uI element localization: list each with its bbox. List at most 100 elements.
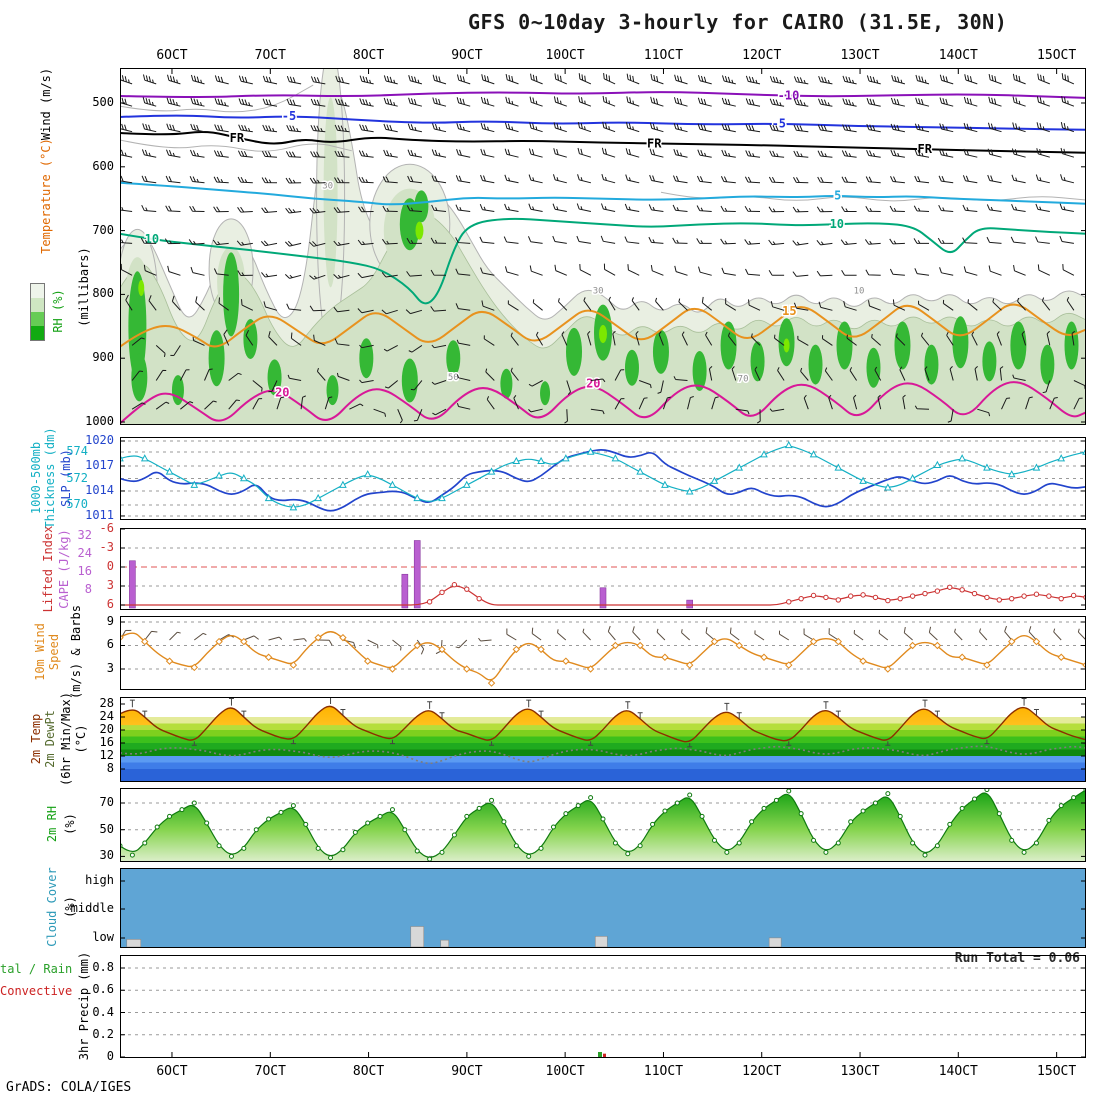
time-label: 13OCT xyxy=(840,48,880,63)
svg-text:10: 10 xyxy=(854,286,865,296)
panel-D xyxy=(120,616,1086,690)
time-label: 15OCT xyxy=(1037,1064,1077,1079)
chart-title: GFS 0~10day 3-hourly for CAIRO (31.5E, 3… xyxy=(468,10,1008,34)
time-label: 15OCT xyxy=(1037,48,1077,63)
svg-text:10: 10 xyxy=(145,232,159,246)
axis-tick-label: middle xyxy=(70,901,114,915)
axis-tick-label: 1014 xyxy=(85,482,114,497)
time-label: 8OCT xyxy=(352,1064,385,1079)
label-thickness-1: 1000-500mb xyxy=(29,441,43,515)
panel-B xyxy=(120,437,1086,520)
time-label: 11OCT xyxy=(643,1064,684,1079)
axis-tick-label: 1000 xyxy=(85,414,114,428)
panel-A: 30 30 10 50 70 -10 -5 -5 FR FR FR 5 10 10 15 20 20 xyxy=(120,68,1086,425)
time-label: 14OCT xyxy=(938,1064,978,1079)
panel-G xyxy=(120,868,1086,948)
axis-tick-label: 800 xyxy=(92,286,114,301)
label-2m-dewpt: 2m DewPt xyxy=(43,710,57,768)
axis-tick-label: 3 xyxy=(106,660,114,675)
axis-tick-label: 0.4 xyxy=(92,1004,114,1019)
rh-colorbar-step xyxy=(31,298,44,312)
label-speed: Speed xyxy=(47,633,61,671)
label-lifted-index: Lifted Index xyxy=(41,525,55,613)
label-degc: (°C) xyxy=(74,724,88,754)
label-millibars: (millibars) xyxy=(77,247,91,327)
axis-tick-label: 9 xyxy=(106,614,114,628)
axis-tick-label: 0.8 xyxy=(92,960,114,974)
axis-tick-label: 0.2 xyxy=(92,1026,114,1041)
svg-text:FR: FR xyxy=(230,131,245,145)
axis-tick-label: 6 xyxy=(106,637,114,652)
time-label: 9OCT xyxy=(451,1064,483,1079)
panel-H xyxy=(120,955,1086,1058)
axis-tick-label: -6 xyxy=(99,521,114,535)
label-convective: Convective xyxy=(0,984,73,998)
axis-tick-label: 500 xyxy=(92,95,114,109)
svg-text:FR: FR xyxy=(647,136,662,150)
run-total: Run Total = 0.06 xyxy=(954,951,1080,966)
axis-tick-label: 572 xyxy=(66,470,88,485)
time-label: 8OCT xyxy=(352,48,385,63)
axis-tick-label: 24 xyxy=(99,709,114,723)
time-label: 13OCT xyxy=(840,1064,880,1079)
svg-text:70: 70 xyxy=(738,374,749,384)
rh-colorbar-step xyxy=(31,312,44,326)
axis-tick-label: 6 xyxy=(106,596,114,611)
time-label: 12OCT xyxy=(742,1064,782,1079)
axis-tick-label: 0.6 xyxy=(92,982,114,997)
time-label: 7OCT xyxy=(254,1064,286,1079)
svg-text:20: 20 xyxy=(275,386,289,400)
axis-tick-label: 30 xyxy=(99,848,114,863)
axis-tick-label: 8 xyxy=(106,761,114,775)
panel-E xyxy=(120,697,1086,782)
label-2m-rh: 2m RH xyxy=(45,805,59,843)
label-minmax: (6hr Min/Max) xyxy=(59,692,73,786)
label-slp: SLP (mb) xyxy=(59,449,73,507)
axis-tick-label: 900 xyxy=(92,350,114,365)
axis-tick-label: 0 xyxy=(106,558,114,573)
label-rh: RH (%) xyxy=(51,289,65,333)
axis-tick-label: 600 xyxy=(92,158,114,173)
label-cape: CAPE (J/kg) xyxy=(57,529,71,609)
svg-text:-5: -5 xyxy=(282,109,296,123)
axis-tick-label: 1011 xyxy=(85,507,114,522)
axis-tick-label: 70 xyxy=(99,795,114,809)
svg-text:-5: -5 xyxy=(772,117,786,131)
time-label: 9OCT xyxy=(451,48,483,63)
axis-tick-label: 28 xyxy=(99,696,114,710)
grads-credit: GrADS: COLA/IGES xyxy=(6,1080,132,1095)
label-2m-rh-unit: (%) xyxy=(63,813,77,835)
label-thickness-2: Thickness (dm) xyxy=(43,427,57,529)
label-total-rain: tal / Rain xyxy=(0,962,73,976)
panel-C xyxy=(120,528,1086,610)
rh-colorbar-step xyxy=(31,284,44,298)
axis-tick-label: high xyxy=(85,873,114,887)
svg-text:50: 50 xyxy=(448,373,459,383)
axis-tick-label: 16 xyxy=(99,735,114,749)
svg-text:30: 30 xyxy=(322,182,333,192)
label-3hr-precip: 3hr Precip (mm) xyxy=(77,951,91,1061)
axis-tick-label: 574 xyxy=(66,444,88,458)
label-cloud-unit: (%) xyxy=(63,896,77,918)
axis-tick-label: 0 xyxy=(106,1049,114,1063)
label-temperature: Temperature (°C) xyxy=(39,138,53,254)
rh-colorbar-step xyxy=(31,326,44,340)
axis-tick-label: 32 xyxy=(77,528,92,542)
svg-text:15: 15 xyxy=(782,304,796,318)
label-cloud-cover: Cloud Cover xyxy=(45,867,59,947)
label-10m-wind: 10m Wind xyxy=(33,623,47,681)
time-label: 6OCT xyxy=(156,48,188,63)
axis-tick-label: 3 xyxy=(106,577,114,592)
axis-tick-label: 570 xyxy=(66,497,88,511)
axis-tick-label: 1020 xyxy=(85,433,114,447)
time-label: 10OCT xyxy=(545,48,585,63)
axis-tick-label: 700 xyxy=(92,222,114,237)
rh-colorbar xyxy=(30,283,45,341)
svg-text:20: 20 xyxy=(586,377,600,391)
svg-text:-10: -10 xyxy=(778,89,800,103)
axis-tick-label: low xyxy=(92,930,114,944)
svg-text:5: 5 xyxy=(834,189,841,203)
axis-tick-label: 8 xyxy=(84,582,92,596)
time-label: 7OCT xyxy=(254,48,286,63)
